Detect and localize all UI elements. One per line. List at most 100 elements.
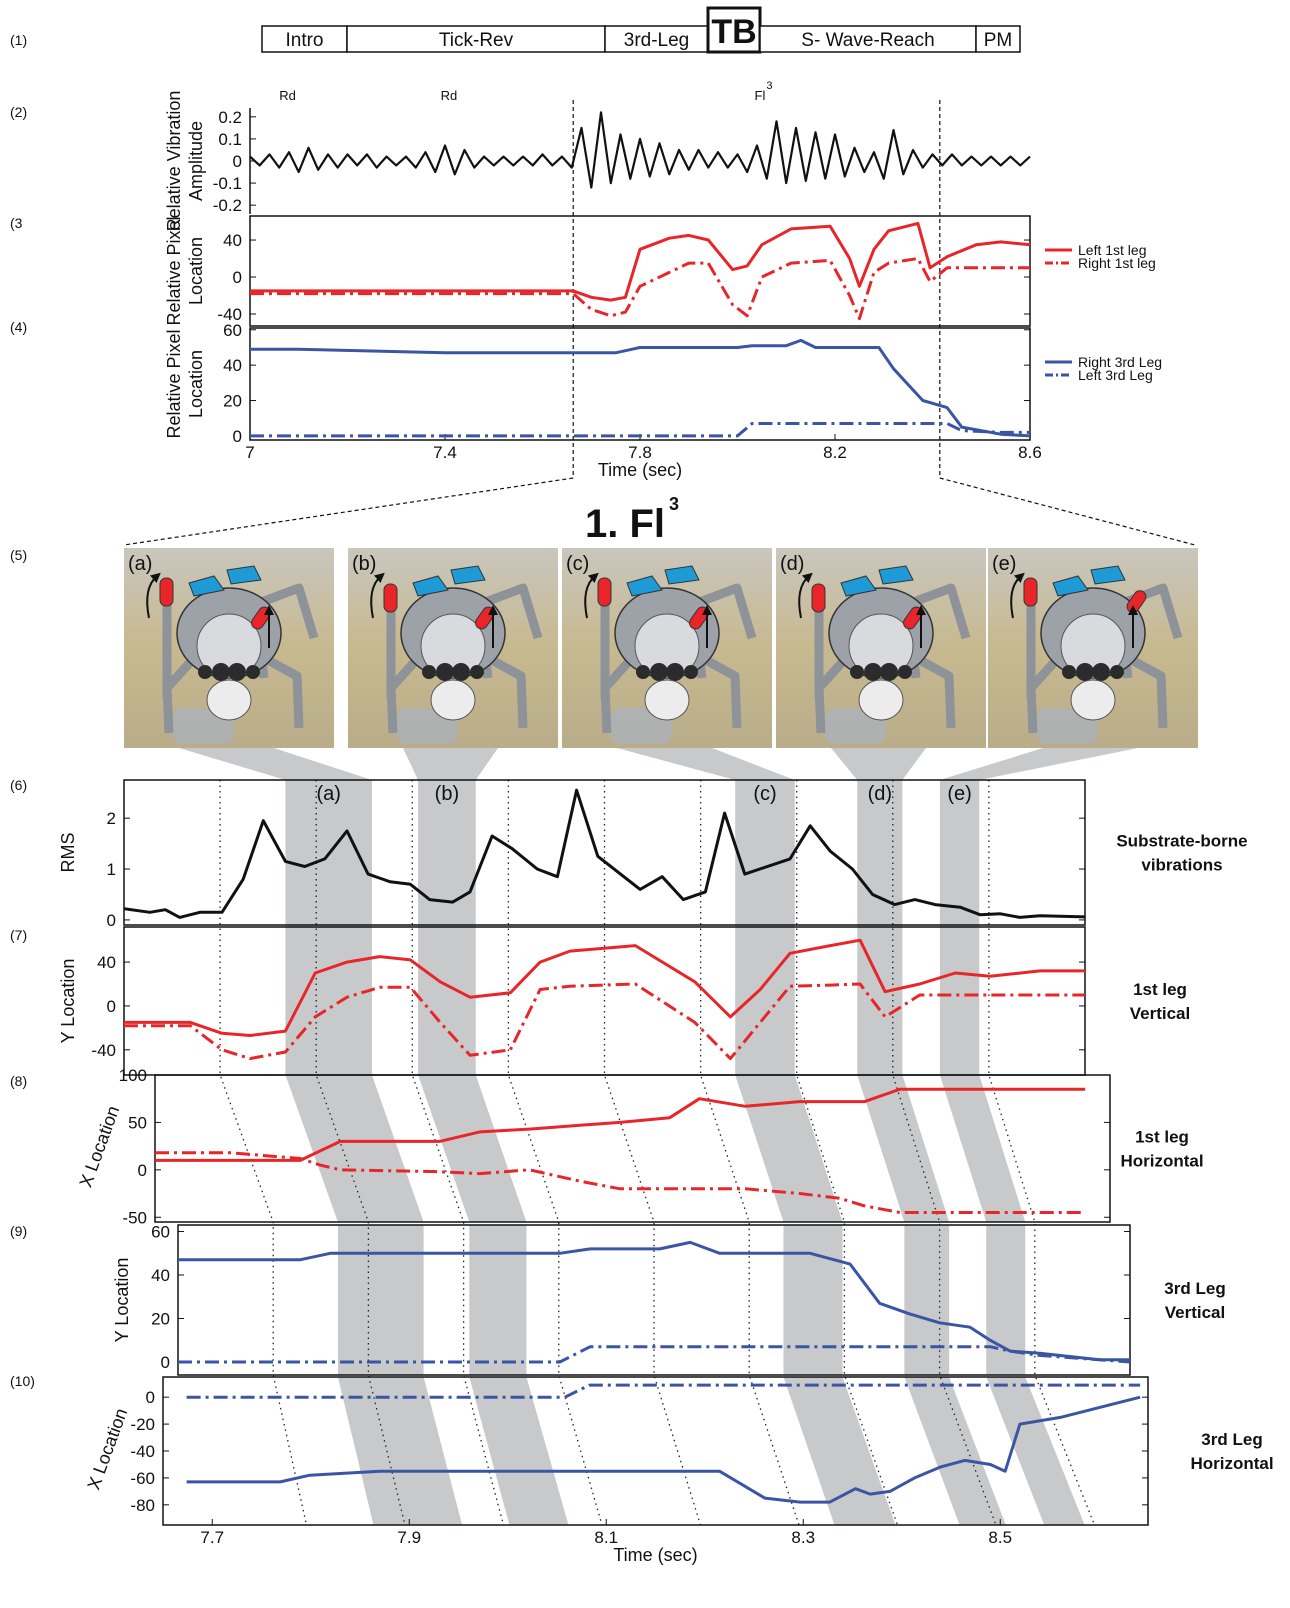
spider-face xyxy=(848,613,914,679)
series-line xyxy=(186,1395,1141,1504)
x-tick-label: 7 xyxy=(245,443,254,462)
blue-pad xyxy=(840,575,877,597)
y-tick-label: 0 xyxy=(233,152,242,171)
main-layer: (1) (2) (3 (4) (5) (6) (7) (8) (9) (10) Intro Tick-… xyxy=(10,6,1274,1565)
y-tick-label: 1 xyxy=(107,860,116,879)
spider-face xyxy=(634,613,700,679)
y-tick-label: 2 xyxy=(107,809,116,828)
y-tick-label: 0 xyxy=(107,997,116,1016)
y-axis-label: Amplitude xyxy=(186,121,206,201)
band-label: (c) xyxy=(753,783,776,805)
band-connector xyxy=(179,748,372,780)
y-tick-label: 100 xyxy=(119,1066,147,1085)
side-label: Vertical xyxy=(1130,1004,1191,1023)
motion-arrow xyxy=(584,572,599,619)
segment xyxy=(759,25,977,53)
y-tick-label: 0 xyxy=(138,1161,147,1180)
y-axis-label: Relative Vibration xyxy=(164,91,184,232)
x-tick-label: 8.6 xyxy=(1018,443,1042,462)
y-tick-label: 60 xyxy=(151,1223,170,1242)
annotation: Fl xyxy=(755,88,766,103)
y-axis-label: X Location xyxy=(75,1103,123,1190)
y-axis-label: Location xyxy=(186,350,206,418)
series-line xyxy=(250,221,1031,302)
band-connector xyxy=(831,748,926,780)
series-line xyxy=(178,1240,1130,1362)
annotation: Rd xyxy=(279,88,296,103)
dotted-line xyxy=(411,780,505,1526)
band xyxy=(904,1225,950,1375)
side-label: 1st leg xyxy=(1135,1128,1189,1147)
blue-pad xyxy=(188,575,225,597)
y-tick-label: -80 xyxy=(130,1496,155,1515)
segment xyxy=(346,25,606,53)
row-label: (8) xyxy=(10,1073,27,1089)
red-leg-tip xyxy=(383,583,398,613)
motion-arrow xyxy=(1010,572,1025,619)
spider-face xyxy=(196,613,262,679)
segment-label: Intro xyxy=(285,30,323,51)
band xyxy=(469,1225,527,1375)
spider-leg xyxy=(699,654,742,729)
series-line xyxy=(178,1345,1131,1364)
side-label: Substrate-borne xyxy=(1116,832,1247,851)
dotted-line xyxy=(315,780,406,1526)
spider-leg xyxy=(695,583,757,640)
spider-eye xyxy=(212,663,230,681)
segment-label: 3rd-Leg xyxy=(624,30,690,51)
y-tick-label: 0 xyxy=(146,1388,155,1407)
x-tick-label: 7.9 xyxy=(397,1528,421,1547)
spider-eye xyxy=(850,665,864,679)
motion-arrow xyxy=(798,572,813,619)
segment xyxy=(975,25,1021,53)
band xyxy=(939,1075,1026,1222)
blue-pad xyxy=(1090,565,1126,585)
series-line xyxy=(249,111,1031,189)
plot-frame xyxy=(249,215,1031,327)
photo-label: (d) xyxy=(780,553,804,575)
row-label: (9) xyxy=(10,1223,27,1239)
series-line xyxy=(250,338,1031,438)
spider-face xyxy=(420,613,486,679)
photo-label: (e) xyxy=(992,553,1016,575)
row-label: (5) xyxy=(10,547,27,563)
annotation-sup: 3 xyxy=(766,80,772,92)
blue-pad xyxy=(878,565,914,585)
photo: (c) xyxy=(562,548,772,748)
motion-arrow xyxy=(146,572,161,619)
segment-label: TB xyxy=(711,13,756,51)
y-tick-label: 0 xyxy=(233,268,242,287)
row-label: (4) xyxy=(10,319,27,335)
photo-label: (c) xyxy=(566,553,589,575)
photo-label: (a) xyxy=(128,553,152,575)
spider-eye xyxy=(436,663,454,681)
spider-eye xyxy=(1110,665,1124,679)
band xyxy=(783,1225,843,1375)
spider-eye xyxy=(1062,665,1076,679)
band xyxy=(337,1377,463,1525)
band xyxy=(337,1225,424,1375)
side-label: 3rd Leg xyxy=(1201,1430,1262,1449)
row-label: (2) xyxy=(10,104,27,120)
y-axis-label: Y Location xyxy=(112,1258,132,1343)
band-label: (b) xyxy=(435,783,459,805)
band xyxy=(986,1225,1026,1375)
band-label: (a) xyxy=(316,783,340,805)
y-tick-label: -40 xyxy=(91,1041,116,1060)
y-tick-label: -40 xyxy=(130,1442,155,1461)
y-tick-label: 20 xyxy=(151,1309,170,1328)
band xyxy=(735,1075,843,1222)
red-leg-tip xyxy=(811,583,826,613)
y-tick-label: 40 xyxy=(223,231,242,250)
dotted-line xyxy=(699,780,800,1526)
side-label: 1st leg xyxy=(1133,980,1187,999)
blue-pad xyxy=(412,575,449,597)
side-label: 3rd Leg xyxy=(1164,1279,1225,1298)
y-axis-label: Location xyxy=(186,237,206,305)
y-tick-label: 40 xyxy=(223,356,242,375)
band xyxy=(857,1075,950,1222)
red-leg-tip xyxy=(159,577,174,607)
x-tick-label: 7.7 xyxy=(200,1528,224,1547)
